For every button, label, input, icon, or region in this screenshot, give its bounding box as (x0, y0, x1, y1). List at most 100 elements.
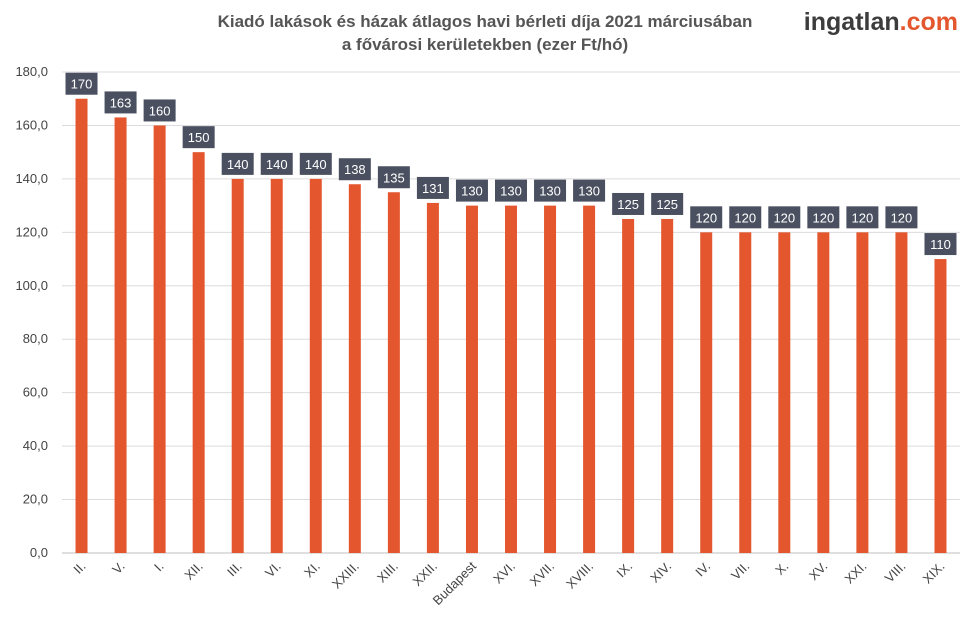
x-category-label: VIII. (882, 559, 909, 586)
y-tick-label: 40,0 (23, 438, 48, 453)
data-label-value: 131 (422, 181, 444, 196)
data-label-box (143, 99, 176, 122)
y-tick-label: 100,0 (15, 278, 48, 293)
y-tick-label: 60,0 (23, 385, 48, 400)
x-category-label: XVI. (490, 559, 518, 587)
chart-title: Kiadó lakások és házak átlagos havi bérl… (218, 12, 753, 54)
x-category-label: V. (109, 559, 127, 577)
data-label-value: 130 (539, 184, 561, 199)
brand-tld: .com (900, 8, 958, 36)
y-tick-label: 160,0 (15, 117, 48, 132)
x-category-label: I. (151, 559, 167, 575)
data-label: 130 (573, 179, 606, 202)
y-tick-label: 140,0 (15, 171, 48, 186)
data-labels: 170 163 160 150 140 140 140 138 135 131 130 130 130 1… (65, 72, 957, 256)
bar (739, 232, 752, 554)
data-label: 120 (768, 206, 801, 229)
brand-logo: ingatlan.com (804, 8, 958, 36)
bar (465, 205, 478, 553)
x-category-label: XV. (806, 559, 831, 584)
x-category-label: XIX. (920, 559, 948, 587)
data-label-value: 135 (383, 170, 405, 185)
bar (934, 259, 947, 553)
data-label: 130 (495, 179, 527, 202)
bar (231, 178, 244, 553)
x-category-label: VII. (728, 559, 752, 583)
data-label-box (416, 176, 449, 199)
data-label-box (495, 179, 527, 202)
data-label: 130 (455, 179, 488, 202)
data-label-box (65, 72, 98, 95)
data-label-value: 160 (149, 103, 171, 118)
x-category-label: XVIII. (563, 559, 596, 592)
bar (583, 205, 596, 553)
data-label: 120 (885, 206, 918, 229)
data-label: 170 (65, 72, 98, 95)
bar (817, 232, 830, 554)
bar (348, 184, 361, 553)
data-label-box (846, 206, 879, 229)
data-label: 120 (729, 206, 762, 229)
y-tick-label: 180,0 (15, 64, 48, 79)
data-label: 110 (924, 233, 957, 256)
bar (270, 178, 283, 553)
data-label: 130 (534, 179, 567, 202)
x-category-label: II. (70, 559, 88, 577)
data-label: 131 (416, 176, 449, 199)
data-label-box (924, 233, 957, 256)
data-label: 120 (846, 206, 879, 229)
x-category-label: XXIII. (329, 559, 362, 592)
data-label-box (221, 152, 254, 175)
chart-title-line-2: a fővárosi kerületekben (ezer Ft/hó) (342, 35, 628, 54)
bar (661, 218, 674, 553)
y-tick-label: 20,0 (23, 492, 48, 507)
data-label-value: 110 (930, 237, 951, 252)
x-category-label: XI. (301, 559, 323, 581)
data-label-value: 138 (344, 162, 366, 177)
data-label-box (182, 126, 215, 149)
data-label-value: 130 (500, 184, 522, 199)
bar (778, 232, 791, 554)
data-label-box (455, 179, 488, 202)
data-label: 150 (182, 126, 215, 149)
x-category-label: XIII. (374, 559, 401, 586)
data-label-box (104, 91, 137, 114)
data-label-box (573, 179, 606, 202)
x-category-label: XIV. (647, 559, 674, 586)
data-label-box (612, 192, 645, 215)
bar (75, 98, 88, 553)
data-label: 163 (104, 91, 137, 114)
data-label-value: 140 (266, 157, 288, 172)
data-label-box (807, 206, 840, 229)
x-category-label: X. (772, 559, 791, 578)
data-label-box (651, 192, 684, 215)
data-label: 135 (377, 166, 410, 189)
data-label: 140 (260, 152, 293, 175)
data-label-box (690, 206, 723, 229)
data-label: 120 (690, 206, 723, 229)
bar (309, 178, 322, 553)
bar (192, 152, 205, 553)
data-label-box (260, 152, 293, 175)
x-category-label: XVII. (527, 559, 558, 590)
x-category-label: IX. (613, 559, 635, 581)
y-axis-ticks: 0,0 20,0 40,0 60,0 80,0 100,0 120,0 140,0 160,0 1… (15, 64, 48, 560)
data-label-value: 130 (578, 184, 600, 199)
data-label: 140 (299, 152, 332, 175)
data-label-value: 120 (891, 210, 913, 225)
data-label-box (338, 158, 371, 181)
data-label-value: 125 (656, 197, 678, 212)
data-label: 120 (807, 206, 840, 229)
data-label-box (534, 179, 567, 202)
chart-title-line-1: Kiadó lakások és házak átlagos havi bérl… (218, 12, 753, 31)
data-label-value: 130 (461, 184, 483, 199)
x-category-label: IV. (692, 559, 713, 580)
data-label-value: 163 (110, 95, 132, 110)
bar (856, 232, 869, 554)
bar (505, 205, 517, 553)
data-label-value: 120 (695, 210, 717, 225)
bar (622, 218, 635, 553)
brand-logo-text: ingatlan.com (804, 8, 958, 36)
bar (153, 125, 166, 553)
data-label: 125 (651, 192, 684, 215)
